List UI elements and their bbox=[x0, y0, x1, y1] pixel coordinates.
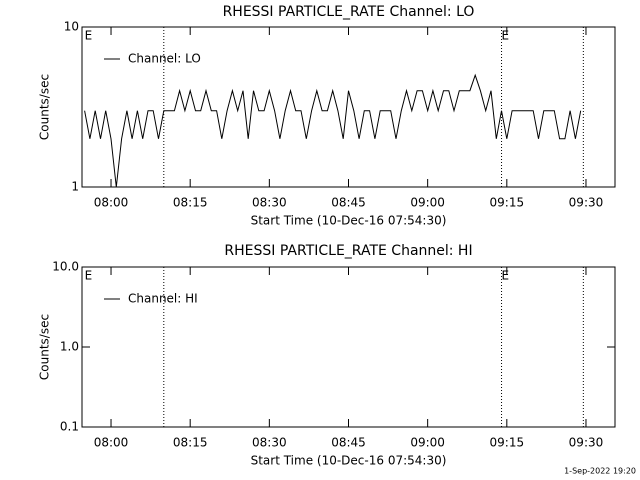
x-tick-label: 09:00 bbox=[410, 196, 445, 210]
x-tick-label: 08:30 bbox=[252, 196, 287, 210]
y-axis-label: Counts/sec bbox=[38, 74, 52, 140]
x-tick-label: 08:45 bbox=[331, 436, 366, 450]
x-tick-label: 08:00 bbox=[94, 436, 129, 450]
y-tick-label: 10 bbox=[64, 20, 79, 34]
y-axis-label: Counts/sec bbox=[38, 314, 52, 380]
x-tick-label: 08:30 bbox=[252, 436, 287, 450]
x-axis-label: Start Time (10-Dec-16 07:54:30) bbox=[251, 454, 447, 468]
chart-title: RHESSI PARTICLE_RATE Channel: HI bbox=[224, 243, 472, 259]
legend-label: Channel: LO bbox=[128, 52, 201, 66]
x-tick-label: 08:15 bbox=[173, 196, 208, 210]
y-tick-label: 1 bbox=[71, 180, 79, 194]
y-tick-label: 1.0 bbox=[60, 340, 79, 354]
x-tick-label: 09:15 bbox=[490, 436, 525, 450]
annotation: E bbox=[85, 269, 93, 283]
x-axis-label: Start Time (10-Dec-16 07:54:30) bbox=[251, 214, 447, 228]
x-tick-label: 09:00 bbox=[410, 436, 445, 450]
x-tick-label: 09:15 bbox=[490, 196, 525, 210]
footer: 1-Sep-2022 19:20 bbox=[564, 467, 636, 476]
x-tick-label: 09:30 bbox=[569, 196, 604, 210]
x-tick-label: 08:00 bbox=[94, 196, 129, 210]
annotation: E bbox=[85, 29, 93, 43]
x-tick-label: 08:45 bbox=[331, 196, 366, 210]
chart-title: RHESSI PARTICLE_RATE Channel: LO bbox=[223, 4, 475, 20]
x-tick-label: 08:15 bbox=[173, 436, 208, 450]
y-tick-label: 0.1 bbox=[60, 420, 79, 434]
annotation: E bbox=[502, 29, 510, 43]
x-tick-label: 09:30 bbox=[569, 436, 604, 450]
legend-label: Channel: HI bbox=[128, 292, 198, 306]
y-tick-label: 10.0 bbox=[52, 260, 79, 274]
data-line bbox=[84, 73, 582, 188]
annotation: E bbox=[502, 269, 510, 283]
